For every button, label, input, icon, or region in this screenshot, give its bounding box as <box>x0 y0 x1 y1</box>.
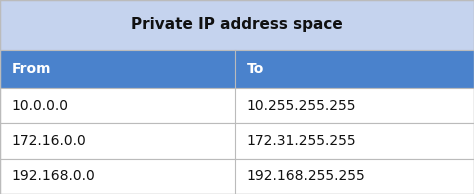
Text: 172.31.255.255: 172.31.255.255 <box>246 134 356 148</box>
Text: 172.16.0.0: 172.16.0.0 <box>12 134 87 148</box>
Text: Private IP address space: Private IP address space <box>131 17 343 33</box>
Text: From: From <box>12 62 51 76</box>
FancyBboxPatch shape <box>0 88 474 123</box>
Text: 192.168.0.0: 192.168.0.0 <box>12 169 96 183</box>
Text: 10.0.0.0: 10.0.0.0 <box>12 99 69 113</box>
FancyBboxPatch shape <box>0 50 474 88</box>
FancyBboxPatch shape <box>0 159 474 194</box>
FancyBboxPatch shape <box>0 0 474 50</box>
FancyBboxPatch shape <box>0 123 474 159</box>
Text: To: To <box>246 62 264 76</box>
Text: 192.168.255.255: 192.168.255.255 <box>246 169 365 183</box>
Text: 10.255.255.255: 10.255.255.255 <box>246 99 356 113</box>
